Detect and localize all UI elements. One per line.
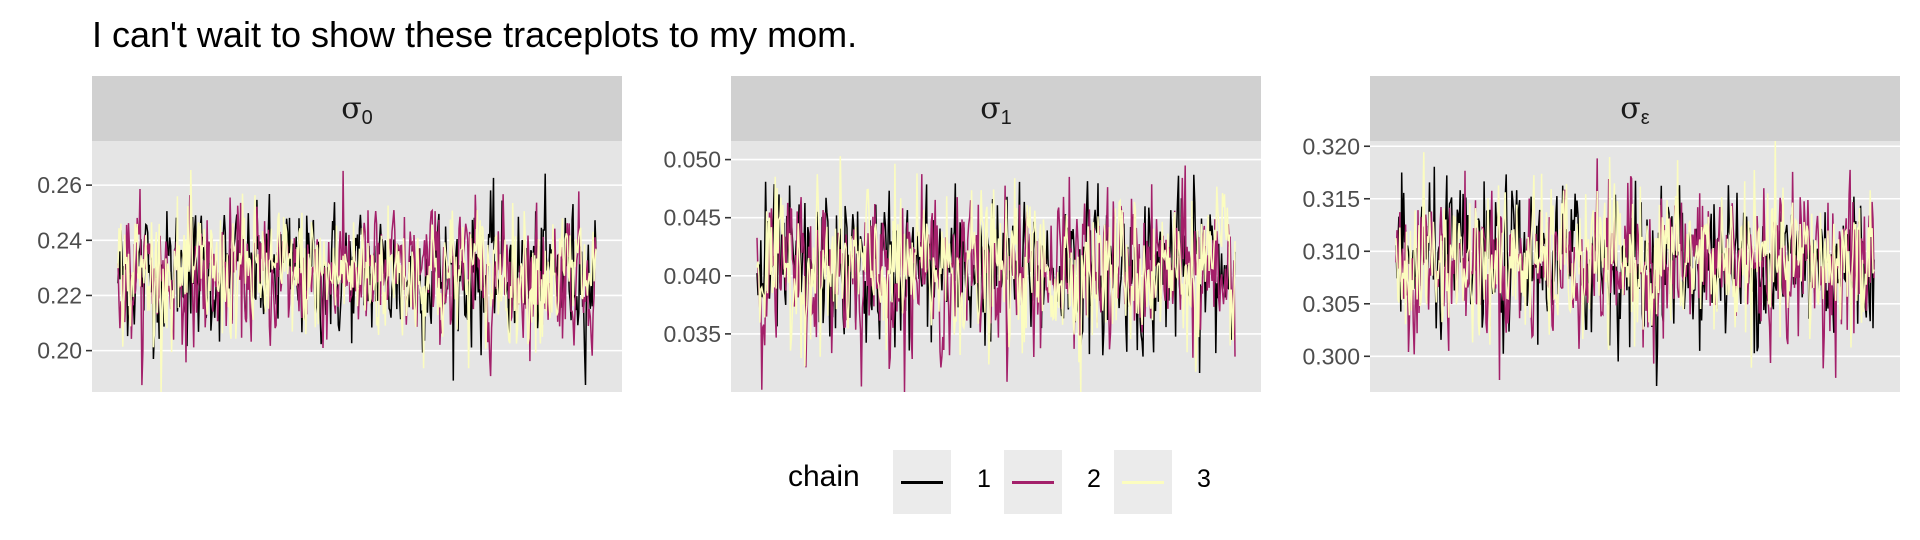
y-tick-label: 0.045 — [663, 205, 721, 231]
y-tick-label: 0.315 — [1302, 186, 1360, 212]
facet-strip — [1370, 76, 1900, 141]
legend-label-chain-3: 3 — [1197, 465, 1211, 493]
y-tick-label: 0.035 — [663, 321, 721, 347]
y-tick-label: 0.050 — [663, 147, 721, 173]
y-tick-label: 0.040 — [663, 263, 721, 289]
trace-chain-3 — [756, 156, 1236, 393]
trace-chain-3 — [117, 169, 597, 393]
y-tick-label: 0.24 — [37, 227, 82, 253]
y-tick-label: 0.300 — [1302, 343, 1360, 369]
y-tick-label: 0.22 — [37, 282, 82, 308]
legend-key-chain-2 — [1004, 450, 1062, 514]
legend-label-chain-1: 1 — [977, 465, 991, 493]
facet-strip — [731, 76, 1261, 141]
trace-chain-3 — [1395, 140, 1875, 368]
y-tick-label: 0.310 — [1302, 238, 1360, 264]
legend-title: chain — [788, 460, 860, 493]
y-tick-label: 0.305 — [1302, 291, 1360, 317]
y-tick-label: 0.26 — [37, 172, 82, 198]
facet-strip — [92, 76, 622, 141]
chart-title: I can't wait to show these traceplots to… — [92, 14, 858, 55]
y-tick-label: 0.320 — [1302, 133, 1360, 159]
legend-key-chain-3 — [1114, 450, 1172, 514]
legend-key-chain-1 — [893, 450, 951, 514]
y-tick-label: 0.20 — [37, 338, 82, 364]
legend-label-chain-2: 2 — [1087, 465, 1101, 493]
